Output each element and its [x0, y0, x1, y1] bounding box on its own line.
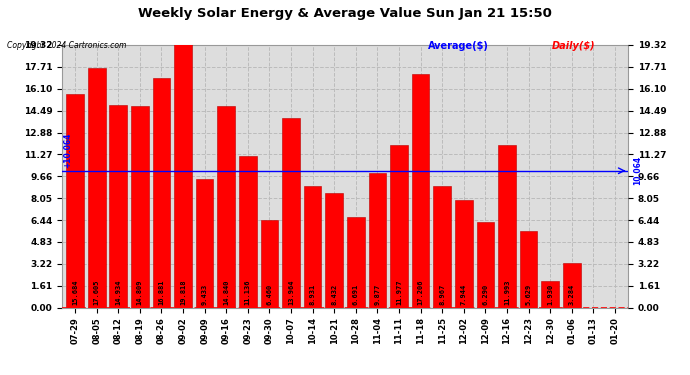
Text: 9.433: 9.433	[201, 284, 208, 306]
Bar	[110, 105, 127, 308]
Bar	[347, 217, 364, 308]
Bar	[152, 78, 170, 308]
Text: 11.136: 11.136	[245, 280, 251, 306]
Text: 8.967: 8.967	[439, 284, 445, 306]
Text: 6.460: 6.460	[266, 284, 273, 306]
Text: 3.284: 3.284	[569, 284, 575, 306]
Text: 15.684: 15.684	[72, 280, 78, 306]
Text: Average($): Average($)	[428, 41, 489, 51]
Bar	[477, 222, 494, 308]
Bar	[239, 156, 257, 308]
Text: 5.629: 5.629	[526, 284, 531, 306]
Text: 8.931: 8.931	[310, 284, 315, 306]
Bar	[174, 38, 192, 308]
Text: Weekly Solar Energy & Average Value Sun Jan 21 15:50: Weekly Solar Energy & Average Value Sun …	[138, 8, 552, 21]
Text: 6.691: 6.691	[353, 284, 359, 306]
Bar	[390, 145, 408, 308]
Text: +10.064: +10.064	[63, 133, 72, 168]
Text: 17.605: 17.605	[94, 280, 99, 306]
Text: 13.964: 13.964	[288, 280, 294, 306]
Bar	[131, 106, 149, 307]
Text: 14.809: 14.809	[137, 280, 143, 306]
Bar	[282, 118, 300, 308]
Text: 14.934: 14.934	[115, 280, 121, 306]
Text: 6.290: 6.290	[482, 284, 489, 306]
Bar	[455, 200, 473, 308]
Bar	[563, 263, 580, 308]
Text: 10.064: 10.064	[633, 156, 642, 185]
Bar	[412, 74, 429, 308]
Text: 9.877: 9.877	[375, 284, 380, 306]
Text: 14.840: 14.840	[224, 280, 229, 306]
Text: 17.206: 17.206	[417, 280, 424, 306]
Text: 19.818: 19.818	[180, 280, 186, 306]
Bar	[196, 179, 213, 308]
Text: 8.432: 8.432	[331, 284, 337, 306]
Text: 16.881: 16.881	[159, 280, 164, 306]
Bar	[304, 186, 322, 308]
Bar	[520, 231, 538, 308]
Text: 1.930: 1.930	[547, 284, 553, 306]
Text: Copyright 2024 Cartronics.com: Copyright 2024 Cartronics.com	[7, 41, 126, 50]
Text: 7.944: 7.944	[461, 284, 466, 306]
Bar	[498, 144, 516, 308]
Bar	[541, 281, 559, 308]
Text: 11.993: 11.993	[504, 280, 510, 306]
Text: 11.977: 11.977	[396, 280, 402, 306]
Text: Daily($): Daily($)	[552, 41, 595, 51]
Bar	[261, 220, 278, 308]
Bar	[66, 94, 84, 308]
Bar	[326, 193, 343, 308]
Bar	[88, 68, 106, 308]
Bar	[368, 173, 386, 308]
Bar	[217, 106, 235, 308]
Bar	[433, 186, 451, 308]
